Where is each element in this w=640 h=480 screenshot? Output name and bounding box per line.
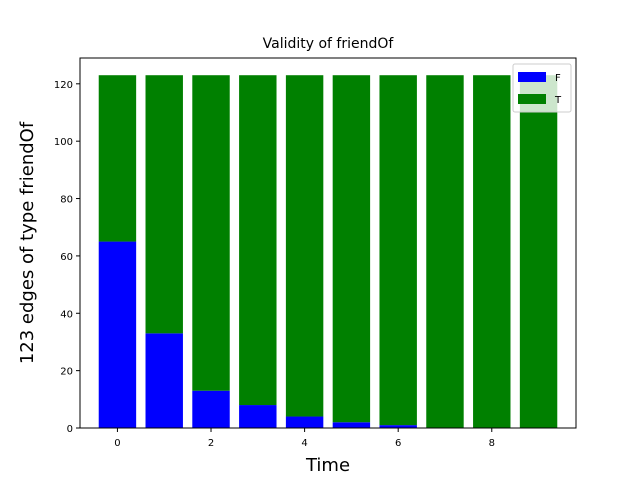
bar-T-9 [519, 75, 558, 429]
bar-T-4 [285, 75, 324, 417]
bar-F-1 [145, 333, 183, 428]
bar-F-0 [98, 241, 137, 428]
bar-T-1 [145, 75, 183, 334]
y-axis: 0 20 40 60 80 100 120 [54, 80, 80, 435]
x-tick-label: 6 [395, 438, 401, 449]
legend-box [512, 63, 572, 113]
bar-T-0 [98, 75, 137, 242]
y-axis-label: 123 edges of type friendOf [17, 121, 38, 364]
y-tick-label: 20 [60, 367, 73, 378]
legend-label-F: F [555, 73, 561, 84]
legend-label-T: T [554, 95, 562, 106]
x-tick-label: 8 [489, 438, 495, 449]
x-tick-label: 4 [301, 438, 307, 449]
x-tick-label: 0 [114, 438, 120, 449]
chart-title: Validity of friendOf [263, 36, 395, 52]
bar-F-2 [192, 390, 230, 428]
legend-swatch-T [518, 94, 546, 104]
y-tick-label: 40 [60, 309, 73, 320]
legend: FT [512, 63, 572, 113]
bar-T-3 [239, 75, 277, 406]
y-tick-label: 100 [54, 137, 73, 148]
bar-T-2 [192, 75, 230, 391]
bar-F-3 [239, 405, 277, 428]
y-tick-label: 120 [54, 80, 73, 91]
bar-T-8 [473, 75, 511, 429]
x-axis: 0 2 4 6 8 [114, 428, 495, 449]
x-axis-label: Time [305, 455, 350, 476]
bars-group [98, 75, 558, 429]
y-tick-label: 60 [60, 252, 73, 263]
bar-F-4 [285, 416, 324, 428]
legend-swatch-F [518, 72, 546, 82]
y-tick-label: 80 [60, 195, 73, 206]
y-tick-label: 0 [67, 424, 73, 435]
plot-frame [79, 57, 577, 429]
bar-F-6 [379, 425, 417, 428]
bar-T-5 [332, 75, 371, 423]
bar-T-7 [426, 75, 464, 429]
bar-T-6 [379, 75, 417, 426]
x-tick-label: 2 [208, 438, 214, 449]
bar-F-5 [332, 422, 371, 428]
